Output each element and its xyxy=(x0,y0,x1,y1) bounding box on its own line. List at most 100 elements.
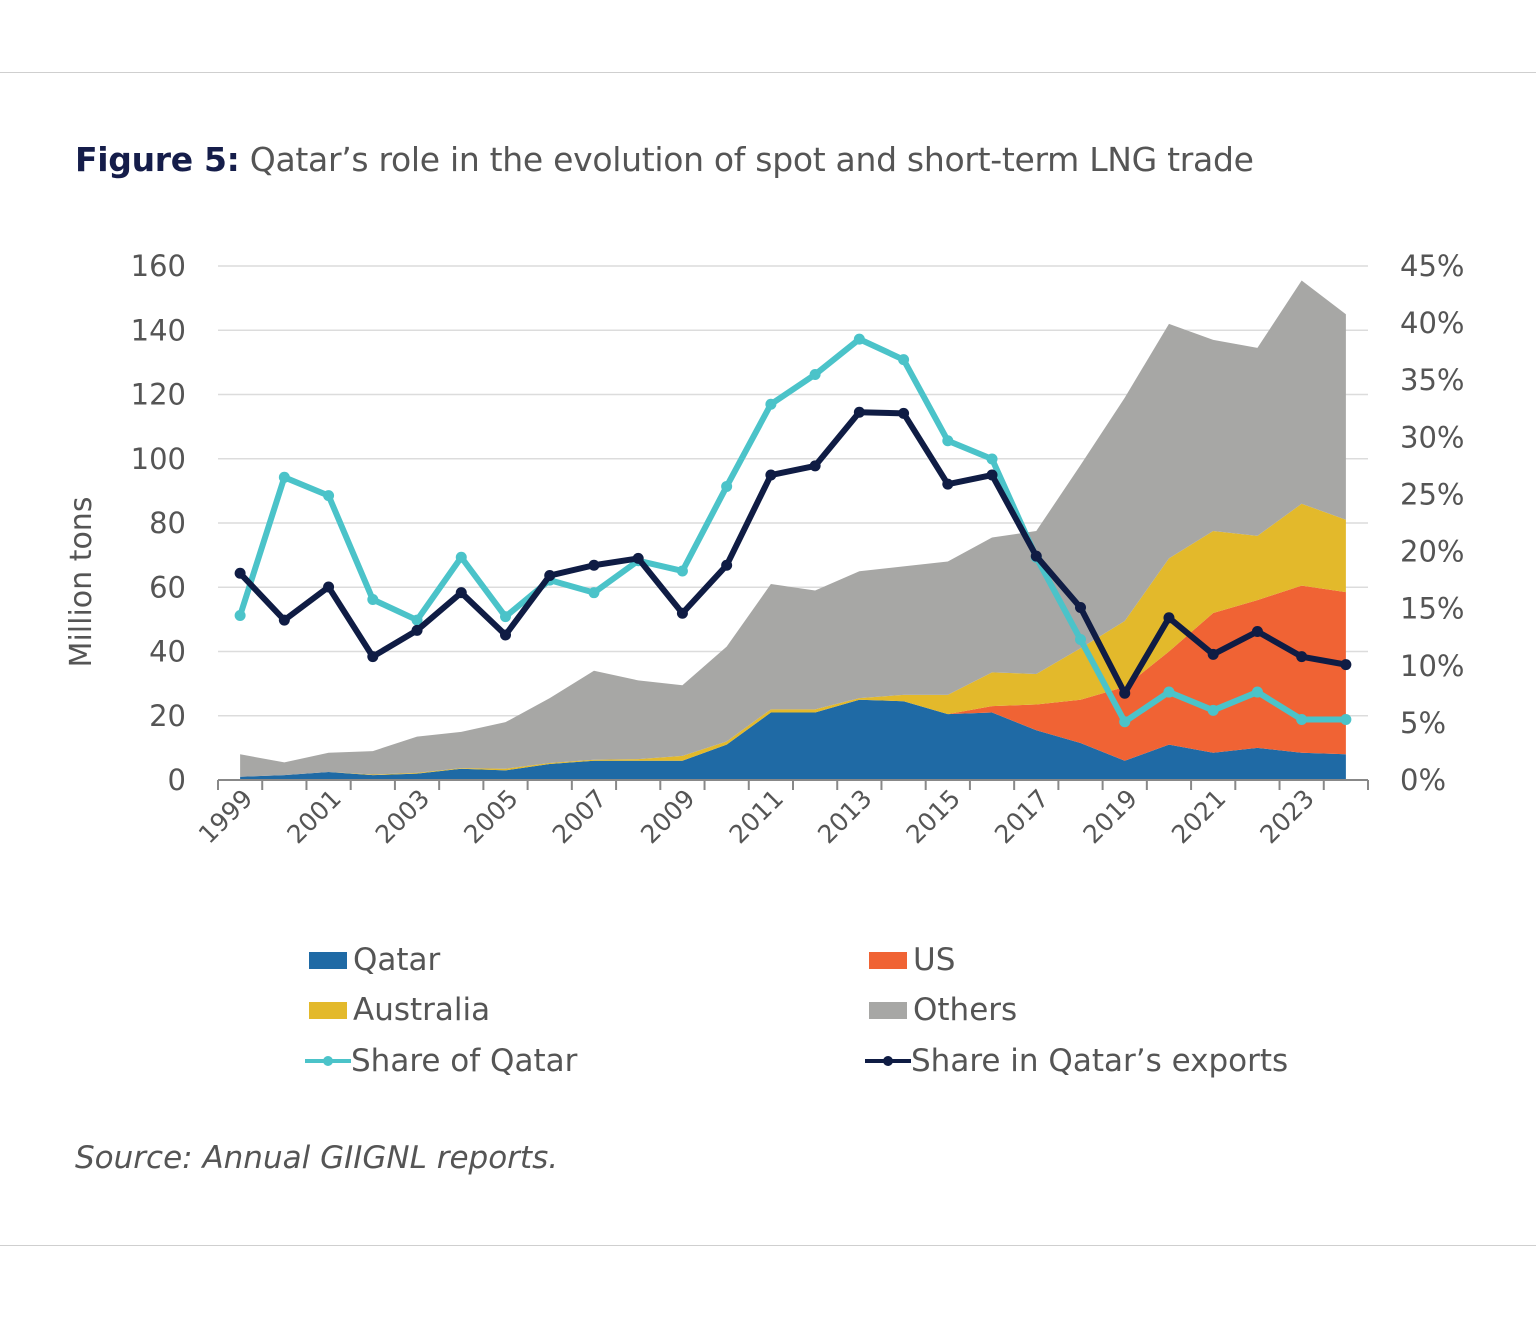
legend-share-in-exports: Share in Qatar’s exports xyxy=(865,1043,1288,1079)
top-divider xyxy=(0,72,1536,73)
x-tick-label: 2009 xyxy=(635,784,700,849)
x-tick-label: 2023 xyxy=(1254,784,1319,849)
point-share-in-qatar-s-exports xyxy=(632,552,644,564)
legend-australia: Australia xyxy=(309,992,490,1028)
y2-tick-label: 15% xyxy=(1400,592,1464,626)
point-share-in-qatar-s-exports xyxy=(367,651,379,663)
point-share-of-qatar xyxy=(898,354,910,366)
point-share-of-qatar xyxy=(986,453,998,465)
legend-swatch-us xyxy=(869,951,907,969)
y2-tick-label: 20% xyxy=(1400,535,1464,569)
point-share-of-qatar xyxy=(1075,634,1086,646)
point-share-of-qatar xyxy=(1119,716,1131,728)
y2-tick-label: 30% xyxy=(1400,420,1464,454)
point-share-in-qatar-s-exports xyxy=(986,469,998,481)
y-tick-label: 80 xyxy=(149,506,186,540)
y-tick-label: 60 xyxy=(149,570,186,604)
point-share-in-qatar-s-exports xyxy=(234,567,246,579)
point-share-of-qatar xyxy=(234,610,246,622)
point-share-of-qatar xyxy=(500,611,511,623)
legend-swatch-others xyxy=(869,1001,907,1019)
x-tick-label: 2017 xyxy=(989,784,1054,849)
line-share-in-qatar-s-exports xyxy=(237,409,1347,697)
point-share-of-qatar xyxy=(411,614,423,626)
legend-label: Share in Qatar’s exports xyxy=(911,1043,1289,1079)
area-others xyxy=(240,280,1346,777)
share-lines xyxy=(234,333,1352,728)
x-tick-label: 2001 xyxy=(281,784,346,849)
figure-title: Figure 5: Qatar’s role in the evolution … xyxy=(75,140,1254,179)
point-share-in-qatar-s-exports xyxy=(898,407,910,419)
x-tick-label: 2019 xyxy=(1077,784,1142,849)
point-share-of-qatar xyxy=(853,333,865,345)
y-tick-label: 100 xyxy=(131,442,186,476)
point-share-in-qatar-s-exports xyxy=(1296,651,1308,663)
figure-number: Figure 5: xyxy=(75,140,240,179)
y2-tick-label: 0% xyxy=(1400,763,1446,797)
line-share-of-qatar xyxy=(237,336,1346,725)
point-share-in-qatar-s-exports xyxy=(1119,687,1131,699)
area-australia xyxy=(240,503,1346,777)
figure-title-text: Qatar’s role in the evolution of spot an… xyxy=(249,140,1254,179)
point-share-in-qatar-s-exports xyxy=(455,587,467,599)
point-share-in-qatar-s-exports xyxy=(853,406,865,418)
legend-label: Australia xyxy=(353,992,491,1028)
point-share-of-qatar xyxy=(1251,686,1263,698)
legend-line-share-of-qatar xyxy=(305,1056,351,1066)
x-tick-label: 2005 xyxy=(458,784,523,849)
legend-share-of-qatar: Share of Qatar xyxy=(305,1043,577,1079)
point-share-of-qatar xyxy=(721,480,733,492)
y-tick-label: 20 xyxy=(149,699,186,733)
y-tick-label: 140 xyxy=(131,313,186,347)
y-tick-label: 120 xyxy=(131,378,186,412)
point-share-in-qatar-s-exports xyxy=(721,559,733,571)
legend-swatch-australia xyxy=(309,1001,347,1019)
legend-swatch-qatar xyxy=(309,951,347,969)
point-share-in-qatar-s-exports xyxy=(1340,659,1352,671)
legend-us: US xyxy=(869,942,955,978)
point-share-in-qatar-s-exports xyxy=(942,478,954,490)
point-share-in-qatar-s-exports xyxy=(809,460,821,472)
legend-label: Others xyxy=(913,992,1018,1028)
y2-tick-label: 40% xyxy=(1400,306,1464,340)
point-share-of-qatar xyxy=(588,587,600,599)
legend-line-share-in-exports xyxy=(865,1056,911,1066)
x-tick-label: 2021 xyxy=(1166,784,1231,849)
point-share-of-qatar xyxy=(809,369,821,381)
x-tick-label: 2007 xyxy=(547,784,612,849)
x-tick-label: 2013 xyxy=(812,784,877,849)
point-share-in-qatar-s-exports xyxy=(1075,602,1086,614)
point-share-of-qatar xyxy=(942,435,954,447)
legend-others: Others xyxy=(869,992,1017,1028)
stacked-areas xyxy=(240,280,1346,780)
point-share-of-qatar xyxy=(367,594,379,606)
point-share-of-qatar xyxy=(676,565,688,577)
y2-tick-label: 25% xyxy=(1400,477,1464,511)
area-us xyxy=(240,585,1346,777)
point-share-in-qatar-s-exports xyxy=(323,581,335,593)
bottom-divider xyxy=(0,1245,1536,1246)
x-tick-label: 2011 xyxy=(724,784,789,849)
point-share-of-qatar xyxy=(1207,704,1219,716)
y2-tick-label: 35% xyxy=(1400,363,1464,397)
x-tick-label: 1999 xyxy=(193,784,258,849)
point-share-of-qatar xyxy=(1163,686,1175,698)
x-tick-label: 2015 xyxy=(901,784,966,849)
point-share-of-qatar xyxy=(278,471,290,483)
point-share-in-qatar-s-exports xyxy=(1251,626,1263,638)
point-share-in-qatar-s-exports xyxy=(411,624,423,636)
y-tick-label: 0 xyxy=(168,763,186,797)
y2-tick-label: 5% xyxy=(1400,706,1446,740)
y-tick-label: 160 xyxy=(131,249,186,283)
point-share-in-qatar-s-exports xyxy=(1163,612,1175,624)
y2-tick-label: 10% xyxy=(1400,649,1464,683)
y-tick-label: 40 xyxy=(149,635,186,669)
x-tick-label: 2003 xyxy=(370,784,435,849)
legend-label: US xyxy=(913,942,956,978)
point-share-in-qatar-s-exports xyxy=(765,469,777,481)
legend-qatar: Qatar xyxy=(309,942,440,978)
point-share-in-qatar-s-exports xyxy=(588,559,600,571)
point-share-of-qatar xyxy=(765,398,777,410)
